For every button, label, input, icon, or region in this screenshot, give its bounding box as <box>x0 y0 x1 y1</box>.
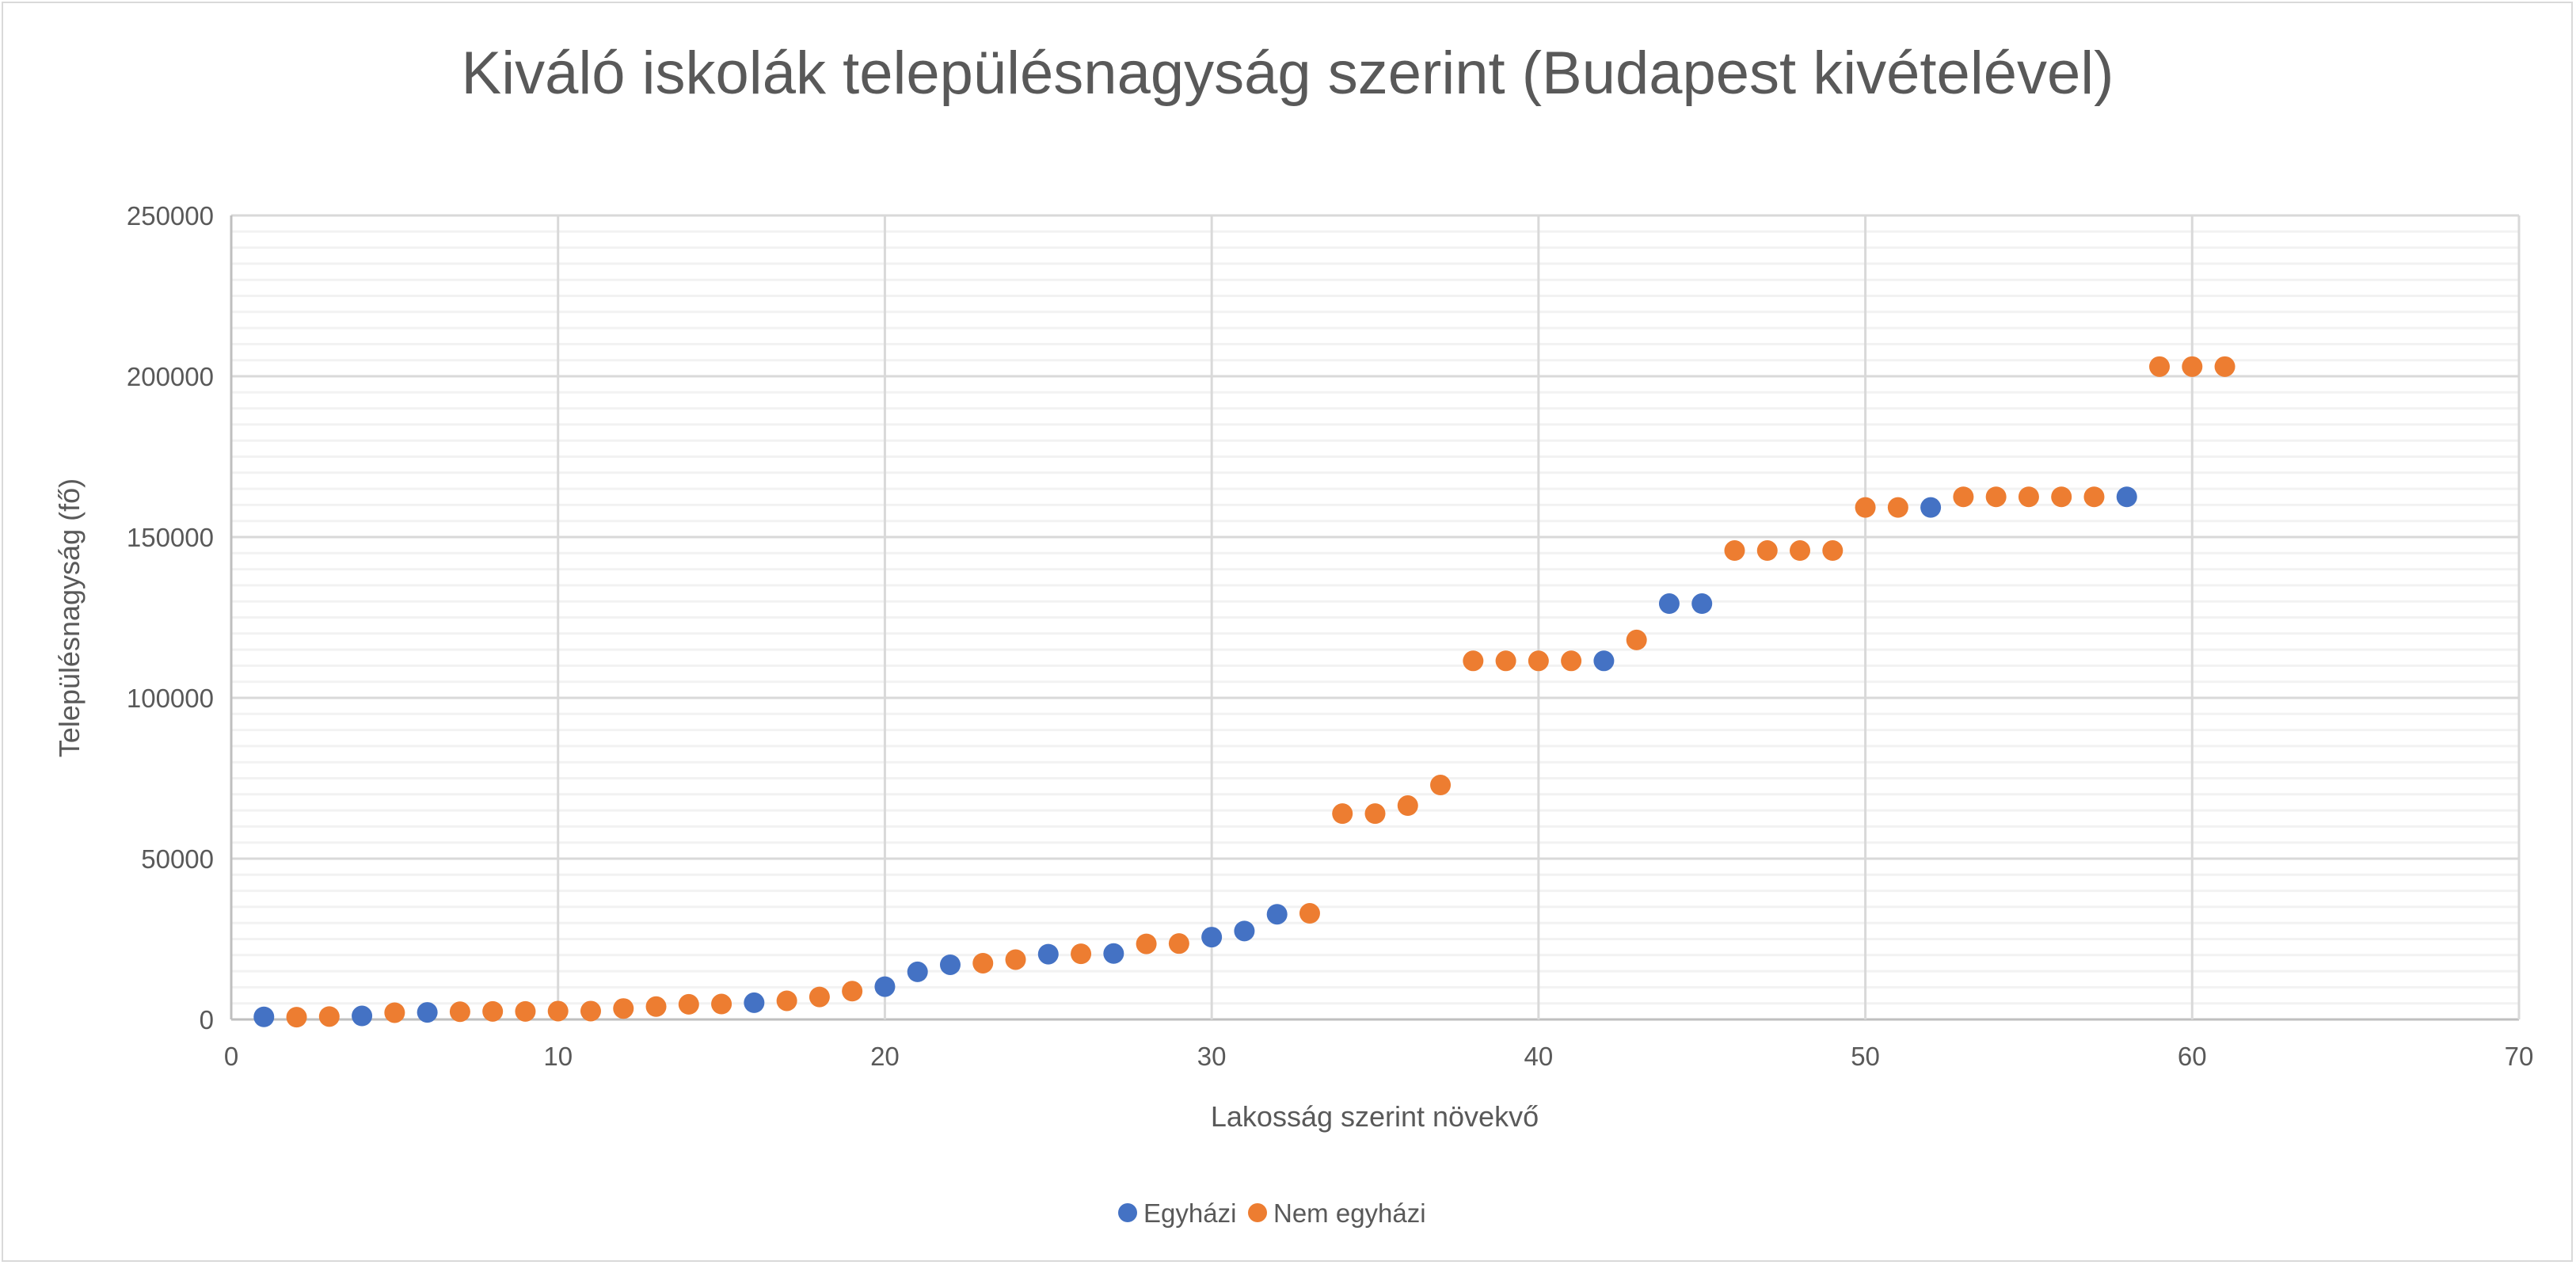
data-point-egyhazi <box>1037 943 1059 965</box>
data-point-egyhazi <box>253 1006 275 1027</box>
data-point-nem-egyhazi <box>1724 540 1745 562</box>
x-tick-label: 60 <box>2178 1042 2207 1071</box>
y-tick-label: 50000 <box>141 844 214 874</box>
data-point-nem-egyhazi <box>1299 903 1320 924</box>
data-point-nem-egyhazi <box>776 990 797 1012</box>
data-point-nem-egyhazi <box>580 1000 601 1022</box>
y-tick-label: 0 <box>200 1005 214 1034</box>
y-tick-label: 250000 <box>127 201 214 231</box>
data-point-nem-egyhazi <box>2182 356 2203 377</box>
data-point-nem-egyhazi <box>678 993 699 1015</box>
y-axis-label: Településnagyság (fő) <box>53 478 86 757</box>
data-point-egyhazi <box>874 976 896 997</box>
data-point-nem-egyhazi <box>2018 486 2039 508</box>
data-point-egyhazi <box>1691 593 1713 615</box>
x-tick-label: 30 <box>1197 1042 1227 1071</box>
data-point-nem-egyhazi <box>1168 933 1189 954</box>
y-tick-label: 100000 <box>127 684 214 713</box>
x-tick-label: 0 <box>224 1042 238 1071</box>
x-tick-label: 50 <box>1851 1042 1880 1071</box>
data-point-nem-egyhazi <box>2149 356 2171 377</box>
data-point-egyhazi <box>417 1002 438 1023</box>
axes: 0 50000 100000 150000 200000 250000 0 10 20 30 40 5… <box>127 201 2533 1071</box>
data-point-nem-egyhazi <box>1430 775 1452 796</box>
data-point-nem-egyhazi <box>2083 486 2105 508</box>
data-point-nem-egyhazi <box>1953 486 1974 508</box>
data-point-egyhazi <box>1593 650 1615 672</box>
data-point-nem-egyhazi <box>842 981 863 1002</box>
data-point-nem-egyhazi <box>1071 943 1092 965</box>
x-tick-label: 70 <box>2505 1042 2534 1071</box>
data-point-nem-egyhazi <box>1528 650 1549 672</box>
data-point-egyhazi <box>1234 920 1255 942</box>
data-point-nem-egyhazi <box>1463 650 1484 672</box>
y-tick-label: 150000 <box>127 523 214 552</box>
data-point-egyhazi <box>1920 497 1942 518</box>
data-point-nem-egyhazi <box>1822 540 1844 562</box>
data-point-egyhazi <box>352 1005 373 1027</box>
x-axis-label: Lakosság szerint növekvő <box>1211 1100 1539 1133</box>
data-point-egyhazi <box>1201 927 1223 948</box>
data-point-egyhazi <box>1266 904 1288 925</box>
data-point-nem-egyhazi <box>1855 497 1876 518</box>
legend: Egyházi Nem egyházi <box>1118 1198 1426 1228</box>
x-tick-label: 20 <box>870 1042 900 1071</box>
data-point-nem-egyhazi <box>972 952 994 974</box>
data-point-nem-egyhazi <box>1561 650 1582 672</box>
data-point-nem-egyhazi <box>1985 486 2007 508</box>
data-point-nem-egyhazi <box>515 1000 536 1022</box>
gridlines <box>230 214 2521 1021</box>
data-point-egyhazi <box>939 954 961 975</box>
data-point-egyhazi <box>1658 593 1680 615</box>
data-point-nem-egyhazi <box>482 1000 504 1022</box>
data-points <box>253 356 2235 1028</box>
legend-marker-0 <box>1118 1203 1137 1222</box>
data-point-nem-egyhazi <box>286 1007 307 1028</box>
data-point-nem-egyhazi <box>1495 650 1516 672</box>
data-point-nem-egyhazi <box>2051 486 2072 508</box>
legend-label: Egyházi <box>1143 1198 1236 1228</box>
data-point-nem-egyhazi <box>449 1001 470 1023</box>
data-point-nem-egyhazi <box>1756 540 1778 562</box>
data-point-nem-egyhazi <box>1790 540 1811 562</box>
data-point-egyhazi <box>744 992 765 1013</box>
data-point-nem-egyhazi <box>613 998 634 1019</box>
x-tick-label: 10 <box>543 1042 573 1071</box>
legend-label: Nem egyházi <box>1273 1198 1426 1228</box>
data-point-nem-egyhazi <box>809 986 830 1008</box>
data-point-egyhazi <box>1103 943 1124 964</box>
data-point-nem-egyhazi <box>645 996 667 1017</box>
data-point-nem-egyhazi <box>2214 356 2235 377</box>
data-point-nem-egyhazi <box>547 1000 569 1022</box>
chart-title: Kiváló iskolák településnagyság szerint … <box>462 40 2114 107</box>
data-point-nem-egyhazi <box>1364 803 1386 825</box>
data-point-nem-egyhazi <box>318 1006 340 1027</box>
data-point-egyhazi <box>2116 486 2137 508</box>
data-point-nem-egyhazi <box>1005 949 1026 970</box>
y-tick-label: 200000 <box>127 362 214 391</box>
data-point-nem-egyhazi <box>1332 803 1353 825</box>
x-tick-label: 40 <box>1524 1042 1553 1071</box>
data-point-nem-egyhazi <box>1887 497 1908 518</box>
data-point-nem-egyhazi <box>711 993 732 1015</box>
data-point-nem-egyhazi <box>384 1002 405 1023</box>
data-point-nem-egyhazi <box>1397 795 1418 817</box>
data-point-nem-egyhazi <box>1626 629 1647 650</box>
data-point-egyhazi <box>907 961 928 982</box>
legend-marker-1 <box>1248 1203 1267 1222</box>
data-point-nem-egyhazi <box>1136 933 1157 954</box>
